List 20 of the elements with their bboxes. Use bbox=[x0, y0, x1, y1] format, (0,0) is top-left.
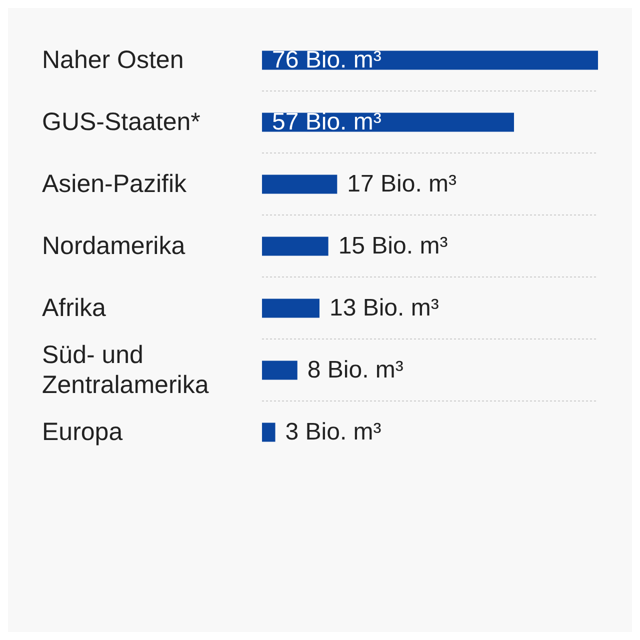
y-tick-label: Süd- und Zentralamerika bbox=[42, 341, 209, 399]
data-label: 15 Bio. m³ bbox=[338, 232, 448, 260]
bar bbox=[262, 298, 320, 318]
y-tick-label: Naher Osten bbox=[42, 46, 184, 74]
data-label: 3 Bio. m³ bbox=[285, 418, 382, 446]
bar bbox=[262, 174, 338, 194]
data-label: 8 Bio. m³ bbox=[307, 356, 404, 384]
data-label: 17 Bio. m³ bbox=[347, 170, 457, 198]
y-tick-label: Asien-Pazifik bbox=[42, 170, 187, 198]
data-label: 57 Bio. m³ bbox=[272, 108, 382, 136]
data-label: 76 Bio. m³ bbox=[272, 46, 382, 74]
bar bbox=[262, 50, 598, 70]
y-tick-label: Europa bbox=[42, 418, 123, 446]
bar bbox=[262, 422, 276, 442]
y-tick-label: GUS-Staaten* bbox=[42, 108, 201, 136]
bar bbox=[262, 360, 298, 380]
bar bbox=[262, 236, 328, 256]
data-label: 13 Bio. m³ bbox=[329, 294, 439, 322]
y-tick-label: Afrika bbox=[42, 294, 106, 322]
y-tick-label: Nordamerika bbox=[42, 232, 186, 260]
